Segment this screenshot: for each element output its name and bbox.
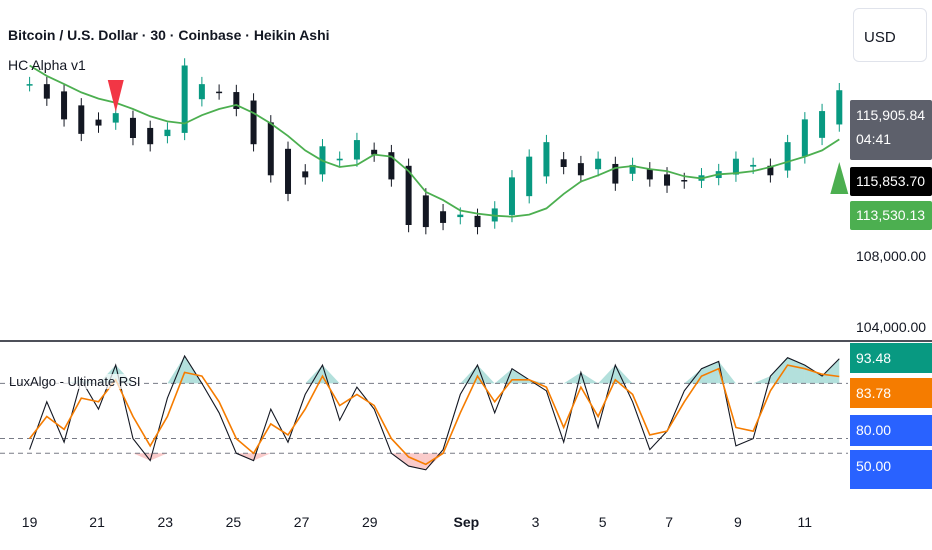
overbought-fill	[580, 372, 599, 384]
time-axis-label: 7	[665, 514, 673, 530]
last-price-value: 115,905.84	[856, 107, 926, 123]
price-candle	[164, 129, 171, 137]
price-tick-label: 108,000.00	[856, 248, 927, 264]
price-candle	[250, 100, 257, 145]
price-candle	[457, 214, 464, 218]
price-candle	[526, 156, 533, 197]
price-candle	[422, 195, 429, 228]
mid-level-tag: 50.00	[850, 450, 932, 489]
sell-signal-marker	[107, 80, 124, 112]
oversold-fill	[425, 453, 444, 470]
overbought-fill	[167, 355, 185, 384]
price-candle	[147, 127, 154, 145]
price-candle	[595, 158, 602, 170]
price-candle	[371, 149, 378, 155]
indicator-label[interactable]: HC Alpha v1	[8, 57, 86, 73]
time-axis-label: Sep	[453, 514, 480, 530]
price-candle	[405, 165, 412, 225]
price-candle	[577, 163, 584, 176]
price-candle	[784, 142, 791, 171]
price-candle	[61, 91, 68, 120]
price-candle	[732, 158, 739, 175]
oscillator-title[interactable]: LuxAlgo - Ultimate RSI	[8, 374, 142, 389]
price-candle	[267, 122, 274, 176]
time-axis-label: 29	[362, 514, 378, 530]
price-candle	[801, 119, 808, 157]
overbought-fill	[305, 365, 323, 384]
time-axis-label: 5	[598, 514, 607, 530]
overbought-fill	[770, 357, 788, 384]
price-candle	[664, 174, 671, 186]
time-axis-label: 3	[531, 514, 540, 530]
overbought-fill	[684, 368, 702, 384]
price-candle	[560, 159, 567, 167]
price-candle	[646, 169, 653, 180]
price-candle	[543, 142, 550, 177]
price-candle	[508, 177, 515, 215]
price-tick-label: 104,000.00	[856, 319, 927, 335]
countdown-value: 04:41	[856, 131, 892, 147]
price-candle	[285, 148, 292, 194]
time-axis-label: 19	[21, 514, 38, 530]
price-candle	[353, 140, 360, 160]
price-candle	[78, 105, 85, 134]
price-candle	[112, 113, 119, 123]
ma-line	[29, 64, 840, 218]
rsi-signal-line	[28, 364, 840, 466]
rsi-value-tag: 93.48	[850, 343, 932, 373]
price-candle	[629, 164, 636, 174]
rsi-signal-tag: 83.78	[850, 378, 932, 408]
upper-level-tag: 80.00	[850, 415, 932, 446]
time-axis-label: 25	[225, 514, 242, 530]
price-pane	[26, 58, 849, 235]
price-candle	[26, 84, 33, 86]
oversold-fill	[253, 453, 271, 461]
price-candle	[198, 84, 205, 100]
price-candle	[750, 164, 757, 167]
price-candle	[216, 91, 223, 94]
time-axis-label: 11	[797, 514, 813, 530]
time-axis-label: 21	[89, 514, 105, 530]
price-candle	[767, 165, 774, 176]
price-candle	[440, 211, 447, 223]
overbought-fill	[753, 376, 771, 384]
price-candle	[474, 215, 481, 228]
overbought-fill	[460, 365, 478, 384]
price-candle	[302, 171, 309, 178]
overbought-fill	[787, 357, 805, 384]
overbought-fill	[822, 358, 840, 384]
price-candle	[95, 119, 102, 126]
buy-signal-marker	[830, 162, 849, 194]
oversold-fill	[408, 453, 426, 470]
time-axis-label: 23	[157, 514, 174, 530]
price-candle	[336, 158, 343, 161]
time-axis-label: 9	[733, 514, 742, 530]
price-candle	[181, 65, 188, 133]
overbought-fill	[615, 365, 633, 384]
oversold-fill	[150, 453, 168, 461]
price-candle	[43, 84, 50, 99]
price-candle	[388, 152, 395, 180]
chart-title: Bitcoin / U.S. Dollar · 30 · Coinbase · …	[8, 27, 330, 43]
ma-price-tag: 113,530.13	[850, 201, 932, 230]
time-axis-label: 27	[293, 514, 310, 530]
price-candle	[819, 111, 826, 138]
price-candle	[836, 90, 843, 125]
last-price-tag: 115,905.84 04:41	[850, 100, 932, 160]
price-candle	[129, 117, 136, 138]
overbought-fill	[563, 372, 581, 384]
price-candle	[681, 180, 688, 182]
crosshair-price-tag: 115,853.70	[850, 167, 932, 196]
price-candle	[612, 163, 619, 184]
oscillator-pane	[0, 354, 848, 471]
overbought-fill	[477, 365, 495, 384]
overbought-fill	[718, 361, 736, 384]
price-candle	[233, 92, 240, 109]
currency-selector[interactable]: USD	[853, 8, 927, 62]
